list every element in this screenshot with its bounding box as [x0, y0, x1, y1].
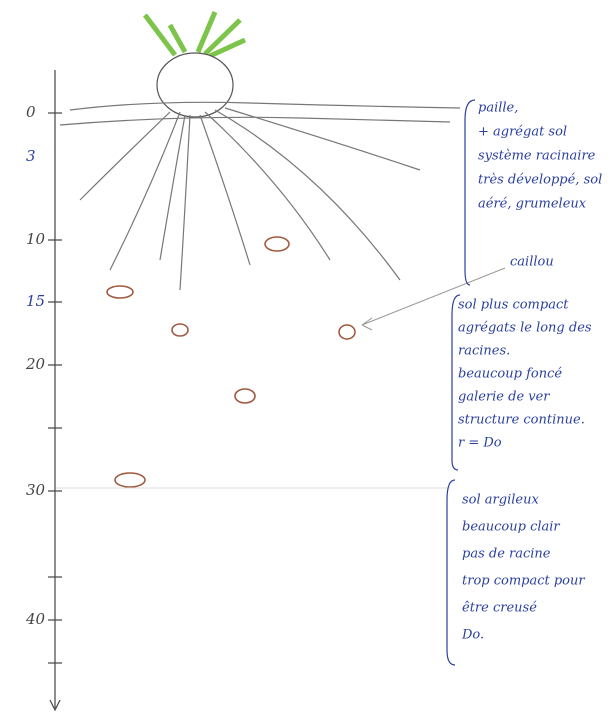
annotation-line: galerie de ver	[458, 390, 550, 405]
annotation-line: très développé, sol	[478, 173, 602, 188]
annotation-line: Do.	[461, 628, 484, 643]
stones	[107, 237, 355, 487]
annotation-line: structure continue.	[458, 413, 585, 428]
annotation-line: sol argileux	[462, 493, 539, 508]
depth-label: 10	[26, 230, 46, 248]
depth-label: 0	[26, 103, 36, 121]
depth-label: 30	[26, 481, 46, 499]
annotation-line: beaucoup clair	[462, 520, 560, 535]
annotation-line: racines.	[458, 344, 510, 359]
depth-label: 40	[25, 610, 46, 628]
plant	[145, 12, 245, 117]
annotation-line: aéré, grumeleux	[478, 197, 587, 212]
depth-label: 3	[26, 147, 36, 165]
annotation-line: sol plus compact	[458, 298, 569, 313]
annotation-line: paille,	[478, 101, 518, 116]
depth-axis	[48, 70, 62, 710]
annotation-line: r = Do	[458, 436, 502, 451]
annotation-line: être creusé	[462, 601, 537, 616]
soil-profile-sketch: 0 3 10 15 20 30 40 paille, + agrégat sol système …	[0, 0, 611, 713]
annotation-line: + agrégat sol	[478, 125, 567, 140]
annotation-line: pas de racine	[462, 547, 551, 562]
annotation-line: trop compact pour	[462, 574, 585, 589]
depth-label: 20	[25, 355, 46, 373]
roots	[60, 102, 460, 290]
annotation-line: beaucoup foncé	[458, 367, 562, 382]
stone-label: caillou	[510, 255, 554, 270]
annotation-line: système racinaire	[478, 149, 596, 164]
depth-label: 15	[26, 292, 45, 310]
annotation-line: agrégats le long des	[458, 321, 592, 336]
